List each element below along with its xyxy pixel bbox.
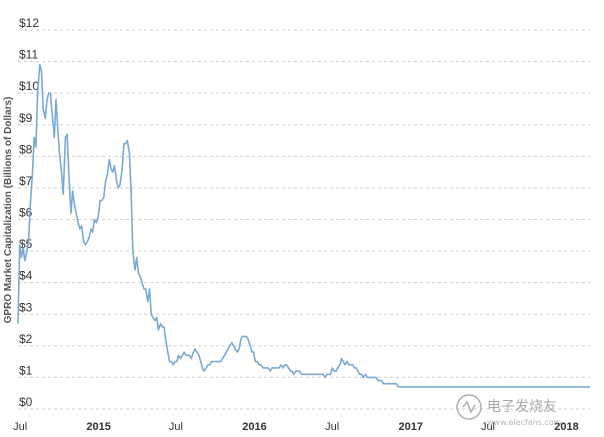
y-tick-label: $1 [19,363,33,377]
y-tick-label: $12 [19,16,39,30]
x-tick-label: 2017 [398,421,422,433]
watermark-text: 电子发烧友 [487,399,557,415]
x-tick-label: 2016 [242,421,266,433]
y-tick-label: $2 [19,332,33,346]
x-tick-label: 2018 [554,421,578,433]
y-tick-label: $10 [19,79,39,93]
watermark-subtext: www.elecfans.com [487,418,562,427]
x-tick-label: Jul [13,421,27,433]
y-tick-label: $8 [19,142,33,156]
y-tick-label: $3 [19,300,33,314]
y-tick-label: $4 [19,269,33,283]
x-tick-label: Jul [325,421,339,433]
watermark: 电子发烧友 www.elecfans.com [456,394,562,427]
y-tick-label: $11 [19,48,38,62]
y-tick-label: $0 [19,395,33,409]
x-tick-label: 2015 [86,421,110,433]
x-tick-label: Jul [169,421,183,433]
y-tick-label: $9 [19,111,33,125]
y-tick-label: $7 [19,174,33,188]
watermark-logo-icon [456,394,482,420]
watermark-logo-mark [462,400,476,414]
series-line [17,63,590,388]
x-tick-label: Jul [481,421,495,433]
gridlines [18,29,590,410]
y-axis-label: GPRO Market Capitalization (Billions of … [3,97,14,324]
x-axis-ticks: Jul 2015 Jul 2016 Jul 2017 Jul 2018 [13,421,579,433]
